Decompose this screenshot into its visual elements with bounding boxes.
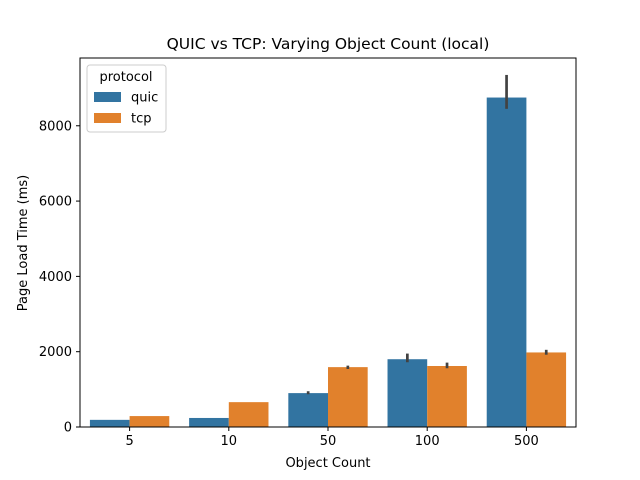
- x-tick-label: 50: [320, 434, 337, 449]
- x-tick-label: 5: [125, 434, 133, 449]
- y-tick-label: 0: [64, 421, 72, 436]
- legend: protocol quic tcp: [86, 64, 167, 133]
- y-axis-label: Page Load Time (ms): [16, 175, 31, 311]
- y-tick-label: 6000: [39, 195, 72, 210]
- bar-quic-500: [486, 97, 527, 427]
- error-bars-group: [306, 74, 548, 395]
- bar-tcp-50: [328, 367, 368, 427]
- bar-tcp-5: [129, 416, 170, 427]
- x-axis-label: Object Count: [285, 456, 370, 471]
- bars-group: [89, 97, 567, 427]
- ticks-group: 5 10 50 100 500 0 2000 4000 6000 8000: [39, 119, 539, 449]
- legend-label-quic: quic: [131, 91, 158, 106]
- x-tick-label: 500: [514, 434, 539, 449]
- bar-tcp-500: [526, 352, 567, 427]
- y-tick-label: 2000: [39, 345, 72, 360]
- x-tick-label: 100: [415, 434, 440, 449]
- bar-tcp-10: [228, 402, 269, 427]
- legend-items: quic tcp: [94, 91, 158, 127]
- legend-swatch-tcp: [94, 113, 121, 123]
- legend-title: protocol: [99, 70, 152, 85]
- bar-quic-5: [89, 419, 130, 427]
- chart-title: QUIC vs TCP: Varying Object Count (local…: [167, 35, 490, 53]
- legend-label-tcp: tcp: [131, 112, 152, 127]
- bar-quic-100: [387, 359, 428, 427]
- bar-quic-50: [288, 393, 328, 427]
- x-tick-label: 10: [221, 434, 238, 449]
- bar-quic-10: [189, 417, 229, 427]
- y-tick-label: 4000: [39, 270, 72, 285]
- legend-swatch-quic: [94, 92, 121, 102]
- y-tick-label: 8000: [39, 119, 72, 134]
- bar-tcp-100: [427, 366, 467, 427]
